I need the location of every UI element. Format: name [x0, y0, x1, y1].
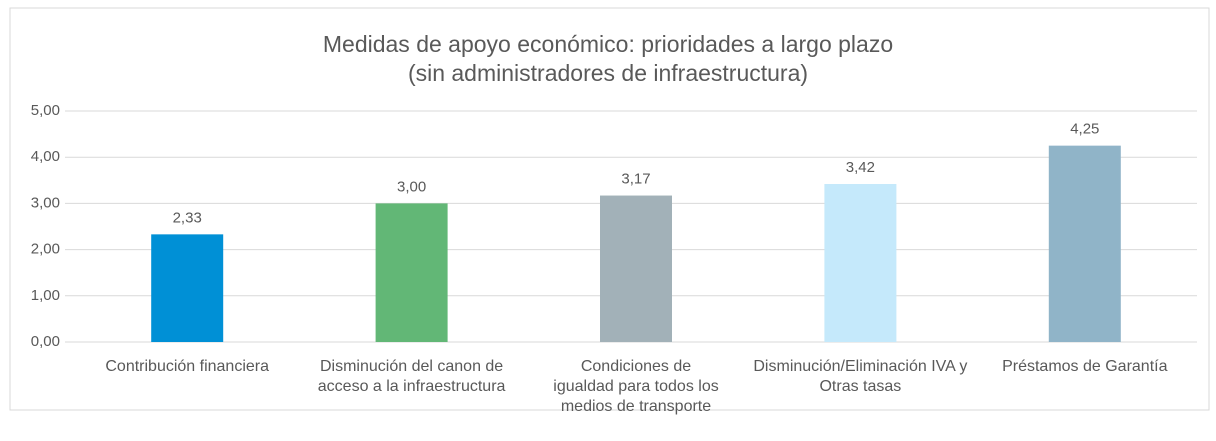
y-tick-label: 0,00: [31, 333, 60, 350]
x-tick-label: Préstamos de Garantía: [1002, 358, 1168, 375]
chart-subtitle: (sin administradores de infraestructura): [408, 60, 808, 86]
chart-border: [9, 7, 1210, 411]
y-tick-label: 2,00: [31, 241, 60, 258]
value-label: 2,33: [173, 209, 202, 226]
y-tick-label: 4,00: [31, 148, 60, 165]
value-label: 4,25: [1070, 121, 1099, 138]
x-tick-label: Contribución financiera: [105, 358, 270, 375]
x-tick-label: Disminución del canon de acceso a la inf…: [317, 358, 506, 395]
bar: [1048, 145, 1121, 342]
bar: [375, 203, 448, 342]
bar: [151, 234, 224, 342]
x-tick-label: Condiciones de igualdad para todos los m…: [553, 358, 719, 415]
y-tick-label: 5,00: [31, 102, 60, 119]
value-label: 3,42: [846, 159, 875, 176]
bar: [824, 183, 897, 342]
value-label: 3,00: [397, 178, 426, 195]
bar: [600, 195, 672, 342]
chart-title: Medidas de apoyo económico: prioridades …: [323, 31, 893, 57]
x-tick-label: Disminución/Eliminación IVA y Otras tasa…: [753, 358, 968, 395]
y-tick-label: 1,00: [31, 287, 60, 304]
y-tick-label: 3,00: [31, 194, 60, 211]
value-label: 3,17: [621, 171, 650, 188]
